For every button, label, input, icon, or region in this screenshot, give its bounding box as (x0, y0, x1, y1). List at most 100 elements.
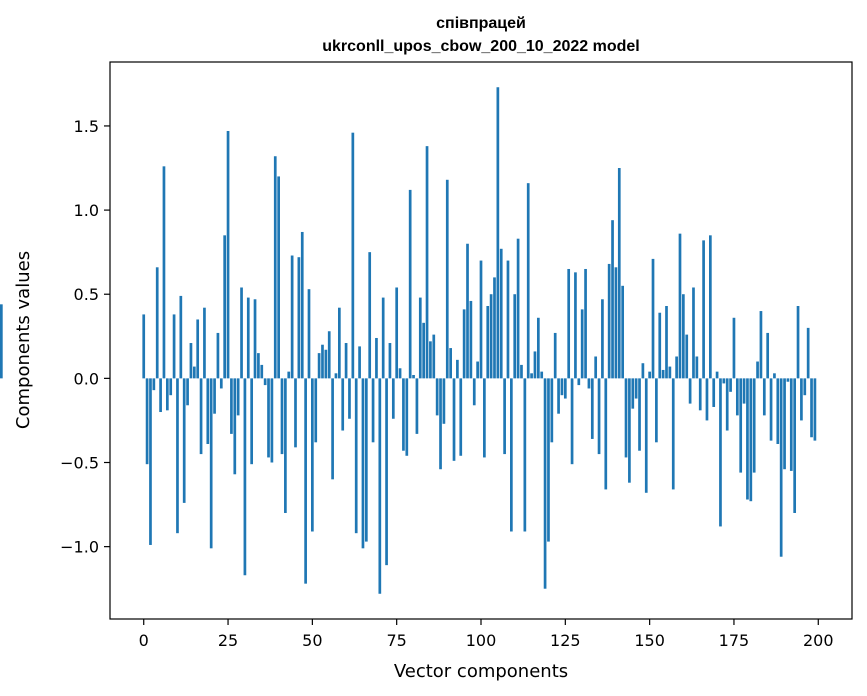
bar (142, 314, 146, 379)
bar (371, 378, 375, 443)
bar (442, 378, 446, 424)
bar (597, 378, 601, 455)
bar (570, 378, 574, 465)
bar (580, 309, 584, 379)
bar (159, 378, 162, 413)
bar (617, 168, 621, 379)
bar (206, 378, 210, 444)
x-tick-label: 50 (302, 631, 322, 650)
bar (719, 378, 722, 527)
bar (584, 268, 587, 379)
bar (233, 378, 237, 475)
bar (432, 334, 436, 379)
bar (422, 322, 426, 379)
bar (243, 378, 247, 576)
bar (186, 378, 189, 406)
bar (351, 132, 355, 379)
bar (661, 369, 665, 379)
bar (230, 378, 233, 434)
y-tick-label: 1.5 (74, 117, 99, 136)
bar (270, 378, 274, 463)
bar (773, 373, 776, 379)
x-tick-label: 175 (719, 631, 750, 650)
bar (806, 327, 810, 379)
y-tick-label: 1.0 (74, 201, 99, 220)
bar (155, 267, 159, 379)
bar (587, 378, 591, 389)
bar (715, 371, 719, 379)
bar (172, 314, 176, 379)
bar (803, 378, 807, 396)
y-axis-ticks: −1.0 −0.5 0.0 0.5 1.0 1.5 (60, 117, 110, 557)
bar (762, 378, 766, 416)
x-tick-label: 0 (139, 631, 149, 650)
bar (405, 378, 409, 456)
bar (557, 378, 560, 414)
bar (796, 306, 800, 379)
x-tick-label: 25 (218, 631, 238, 650)
bar (199, 378, 203, 455)
bar (361, 378, 365, 549)
bar (786, 378, 790, 382)
bar (169, 378, 173, 396)
bar (624, 378, 628, 458)
bar (456, 359, 459, 379)
bar (311, 378, 314, 532)
bar (219, 378, 223, 389)
bar (425, 146, 429, 379)
bar (590, 378, 594, 439)
bars-group (0, 87, 817, 594)
bar (462, 309, 466, 379)
bar (375, 337, 378, 379)
bar (412, 375, 415, 379)
bar (547, 378, 550, 542)
bar (240, 287, 243, 379)
bar (486, 306, 490, 379)
bar (499, 248, 503, 379)
bar (503, 378, 506, 455)
bar (695, 356, 699, 379)
bar (294, 378, 297, 448)
bar (553, 332, 557, 379)
bar (334, 373, 338, 379)
bar (165, 378, 169, 411)
bar (607, 263, 611, 379)
bar (594, 356, 598, 379)
bar (530, 373, 533, 379)
bar (378, 378, 382, 594)
bar (314, 378, 318, 443)
bar (0, 304, 3, 379)
bar (577, 378, 581, 386)
bar (776, 378, 780, 444)
bar (682, 294, 685, 379)
bar (523, 378, 527, 532)
x-tick-label: 100 (466, 631, 497, 650)
bar (472, 378, 476, 406)
bar (395, 287, 399, 379)
bar (739, 378, 743, 473)
bar (675, 356, 678, 379)
bar (284, 378, 287, 513)
bar (685, 334, 689, 379)
bar (189, 343, 193, 379)
bar (260, 364, 264, 379)
bar (735, 378, 739, 416)
bar (800, 378, 803, 421)
y-tick-label: 0.5 (74, 285, 99, 304)
bar (506, 260, 510, 379)
bar (203, 307, 206, 379)
bar (655, 378, 658, 443)
bar (216, 332, 220, 379)
bar (520, 364, 523, 379)
bar (746, 378, 749, 500)
bar (752, 378, 756, 473)
bar (567, 268, 571, 379)
bar (327, 331, 331, 379)
bar (729, 378, 732, 392)
bar (783, 378, 786, 470)
bar (638, 378, 641, 451)
bar (321, 344, 324, 379)
bar (793, 378, 797, 513)
bar (452, 378, 456, 461)
